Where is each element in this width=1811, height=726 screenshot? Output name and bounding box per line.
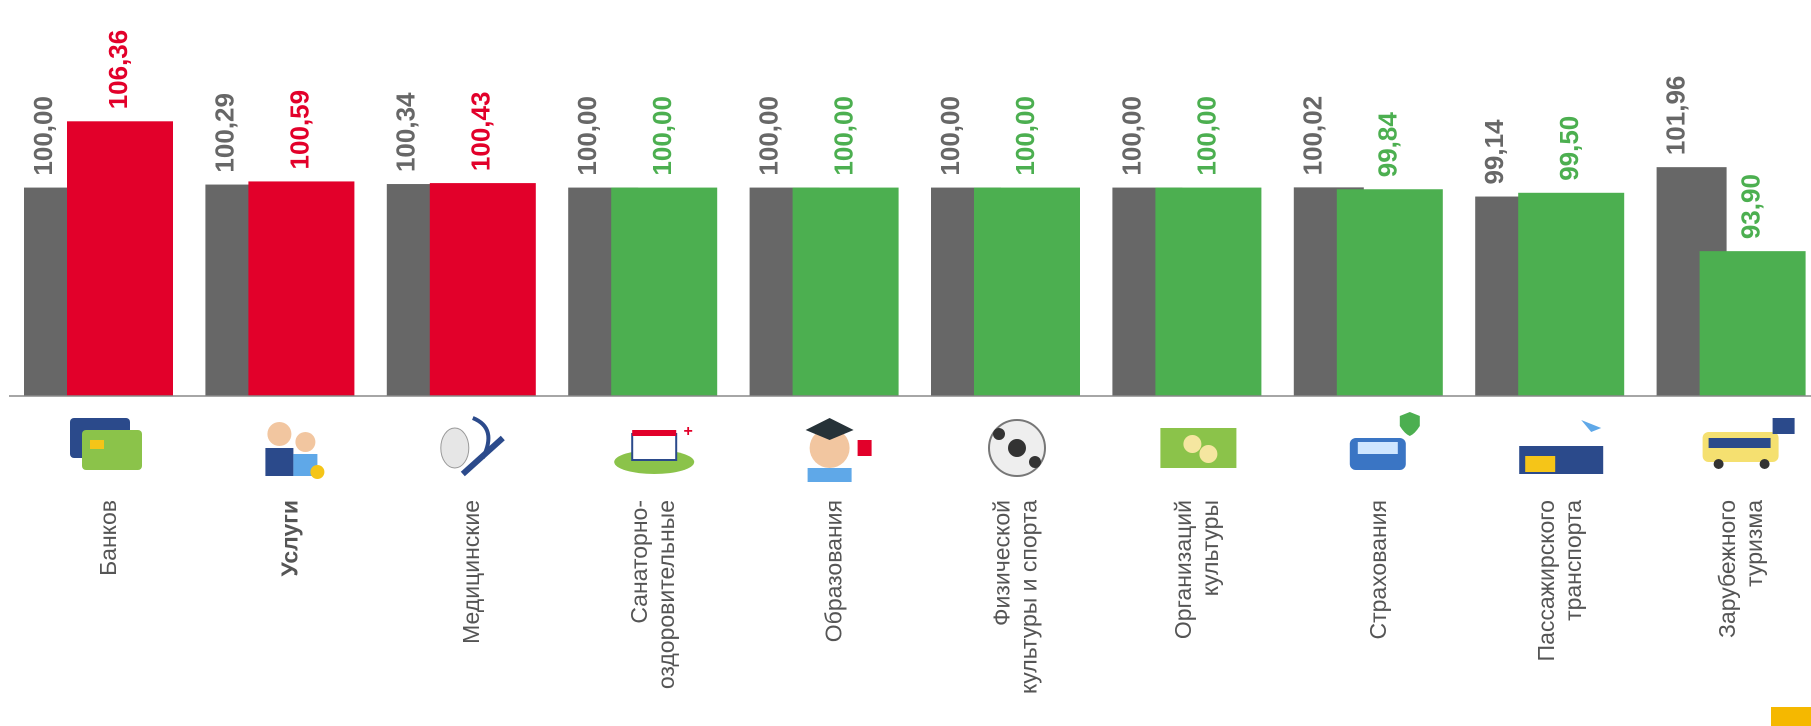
icon-shape	[631, 433, 678, 461]
category-label: Зарубежного	[1714, 500, 1740, 638]
icon-shape	[310, 465, 325, 479]
value-label: 101,96	[1660, 76, 1690, 156]
value-label: 100,43	[466, 92, 496, 172]
icon-shape	[1008, 439, 1026, 457]
bar	[67, 121, 173, 396]
category-icon	[1702, 418, 1795, 469]
bar	[611, 187, 718, 396]
category-icon	[805, 418, 872, 482]
bar	[1336, 189, 1443, 396]
value-label: 93,90	[1735, 174, 1765, 239]
category-label: транспорта	[1560, 500, 1586, 621]
icon-shape	[265, 448, 294, 476]
category-icon	[1160, 428, 1237, 468]
category-label: культуры	[1197, 500, 1223, 596]
icon-shape	[1199, 445, 1218, 463]
category-label: Пассажирского	[1533, 500, 1559, 661]
icon-shape	[1708, 438, 1771, 448]
bar	[1518, 192, 1625, 396]
icon-shape	[1581, 420, 1602, 432]
icon-shape	[440, 427, 470, 469]
value-label: 99,50	[1554, 116, 1584, 181]
icon-shape	[993, 428, 1005, 440]
icon-shape	[1525, 456, 1556, 472]
category-label: Услуги	[276, 500, 302, 576]
icon-shape	[1399, 412, 1420, 436]
value-label: 106,36	[103, 30, 133, 110]
category-label: Медицинские	[458, 500, 484, 644]
category-icon	[440, 416, 505, 477]
icon-shape	[1357, 442, 1398, 454]
icon-shape	[1183, 435, 1202, 453]
icon-shape	[807, 468, 852, 482]
category-label: Организаций	[1170, 500, 1196, 639]
corner-tag	[1771, 707, 1811, 726]
bar	[1155, 187, 1262, 396]
value-label: 100,02	[1298, 96, 1328, 176]
category-icon	[988, 419, 1046, 477]
value-label: 99,14	[1479, 119, 1509, 185]
icon-shape	[1713, 459, 1724, 469]
category-label: туризма	[1741, 500, 1767, 587]
value-label: 100,00	[935, 96, 965, 176]
category-label: Банков	[95, 500, 121, 576]
value-label: 100,00	[1116, 96, 1146, 176]
category-label: культуры и спорта	[1016, 500, 1042, 694]
value-label: 100,00	[828, 96, 858, 176]
bar	[792, 187, 899, 396]
category-icon	[70, 418, 142, 470]
icon-shape	[90, 440, 104, 449]
value-label: 100,00	[1191, 96, 1221, 176]
category-icon: +	[614, 423, 695, 474]
bar	[429, 183, 536, 396]
icon-shape	[805, 418, 854, 440]
value-label: 100,00	[1010, 96, 1040, 176]
icon-shape	[1772, 418, 1795, 434]
value-label: 100,59	[284, 90, 314, 170]
value-label: 100,29	[209, 93, 239, 173]
icon-shape: +	[684, 423, 693, 440]
icon-shape	[857, 440, 872, 456]
bar	[248, 181, 355, 396]
category-label: Санаторно-	[626, 500, 652, 624]
value-label: 100,00	[28, 96, 58, 176]
icon-shape	[267, 422, 292, 446]
icon-shape	[809, 428, 850, 468]
category-label: Страхования	[1365, 500, 1391, 640]
value-label: 100,00	[572, 96, 602, 176]
icon-shape	[1759, 459, 1770, 469]
bar	[974, 187, 1080, 396]
icon-shape	[460, 435, 505, 477]
value-label: 100,00	[753, 96, 783, 176]
icon-shape	[82, 430, 142, 470]
bar	[1699, 251, 1806, 396]
icon-shape	[1029, 456, 1041, 468]
icon-shape	[295, 432, 316, 452]
category-label: Физической	[989, 500, 1015, 626]
category-label: Образования	[821, 500, 847, 642]
value-label: 100,34	[391, 92, 421, 172]
category-label: оздоровительные	[653, 500, 679, 689]
category-icon	[265, 422, 325, 479]
value-label: 100,00	[647, 96, 677, 176]
category-icon	[1349, 412, 1420, 470]
value-label: 99,84	[1373, 112, 1403, 178]
category-icon	[1519, 420, 1604, 474]
icon-shape	[632, 430, 677, 436]
